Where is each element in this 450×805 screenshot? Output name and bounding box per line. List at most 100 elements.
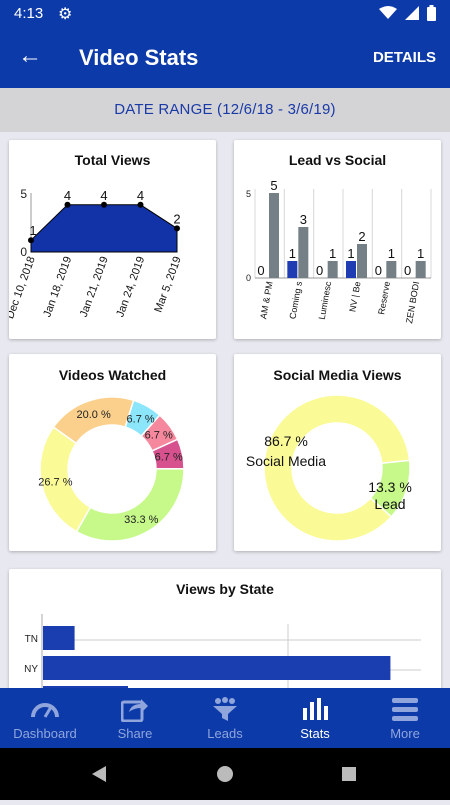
date-range-selector[interactable]: DATE RANGE (12/6/18 - 3/6/19) (0, 88, 450, 132)
menu-icon (392, 698, 418, 721)
data-label: 0 (316, 263, 323, 278)
gauge-icon (31, 703, 59, 718)
details-button[interactable]: DETAILS (372, 49, 436, 66)
y-tick-label: 0 (246, 273, 251, 283)
bar (327, 261, 338, 278)
social-media-views-card: Social Media Views 86.7 % Social Media 13.… (234, 354, 441, 551)
data-label: 0 (375, 263, 382, 278)
y-tick-label: 0 (20, 245, 27, 259)
y-tick-label: 5 (20, 187, 27, 201)
x-tick-label: Luminesc (317, 280, 334, 320)
data-label: 1 (417, 246, 424, 261)
total-views-card: Total Views 5 0 1 Dec 10, 2018 4 Jan 18, 2019… (9, 140, 216, 339)
card-title: Lead vs Social (288, 152, 387, 168)
bar (298, 227, 309, 278)
data-point (101, 201, 107, 208)
views-by-state-chart: TN NY (24, 614, 421, 699)
app-bar: ← Video Stats DETAILS (0, 28, 450, 88)
data-label: 0 (257, 263, 264, 278)
x-tick-label: Mar 5, 2019 (152, 255, 183, 314)
nav-item-share[interactable]: Share (90, 688, 180, 748)
data-point (64, 201, 71, 208)
home-circle-icon[interactable] (217, 766, 233, 782)
data-point (28, 237, 34, 244)
data-label: 4 (100, 188, 107, 203)
data-label: 5 (270, 178, 277, 193)
y-tick-label: TN (25, 634, 38, 645)
nav-label: Dashboard (13, 726, 77, 741)
videos-watched-chart: 20.0 % 6.7 % 6.7 % 6.7 % 33.3 % 26.7 % (38, 396, 185, 542)
data-label: 2 (358, 229, 365, 244)
nav-label: Share (117, 726, 153, 741)
card-title: Views by State (176, 581, 274, 597)
wifi-icon (379, 6, 397, 19)
pie-slice (39, 426, 92, 533)
data-label: 0 (404, 263, 411, 278)
data-point (174, 225, 180, 232)
x-tick-label: NV | Be (347, 281, 362, 313)
data-label: 3 (300, 212, 307, 227)
data-label: 1 (388, 246, 395, 261)
signal-icon (405, 6, 419, 20)
back-triangle-icon[interactable] (92, 766, 106, 782)
data-label: 4 (137, 188, 144, 203)
slice-label: 86.7 % (264, 433, 308, 449)
social-media-views-chart: 86.7 % Social Media 13.3 %Lead (246, 394, 412, 542)
x-tick-label: Jan 18, 2019 (41, 255, 74, 319)
data-label: 1 (329, 246, 336, 261)
views-by-state-card: Views by State TN NY (9, 569, 441, 699)
y-tick-label: 5 (246, 189, 251, 199)
lead-vs-social-card: Lead vs Social 5 0 0 5 AM & PM 1 3 Coming s 0 1 Lu… (234, 140, 441, 339)
x-tick-label: Coming s (288, 280, 305, 320)
total-views-chart: 5 01 Dec 10, 2018 4 Jan 18, 2019 4 Jan 21, 201… (9, 187, 184, 321)
slice-name: Social Media (246, 453, 326, 469)
funnel-people-icon (213, 697, 237, 721)
videos-watched-card: Videos Watched 20.0 % 6.7 % 6.7 % 6.7 % 33.3… (9, 354, 216, 551)
card-title: Total Views (74, 152, 151, 168)
pie-slice (369, 459, 411, 518)
nav-item-leads[interactable]: Leads (180, 688, 270, 748)
data-label: 1 (289, 246, 296, 261)
status-bar: 4:13 ⚙ (0, 0, 450, 28)
data-label: 1 (29, 223, 36, 238)
card-title: Videos Watched (58, 367, 167, 383)
data-label: 1 (347, 246, 354, 261)
slice-label: 6.7 % (127, 414, 155, 426)
bar (346, 261, 356, 278)
bar (269, 193, 279, 278)
gear-icon: ⚙ (58, 6, 73, 23)
slice-label: 6.7 % (155, 452, 183, 464)
bottom-navigation: Dashboard Share Leads Stats More (0, 688, 450, 748)
nav-item-more[interactable]: More (360, 688, 450, 748)
nav-item-dashboard[interactable]: Dashboard (0, 688, 90, 748)
slice-label: 33.3 % (124, 514, 158, 526)
data-point (137, 201, 144, 208)
bar (415, 261, 426, 278)
bar-chart-icon (303, 698, 328, 720)
nav-label: Leads (207, 726, 243, 741)
nav-item-stats[interactable]: Stats (270, 688, 360, 748)
data-label: 2 (173, 211, 180, 226)
x-tick-label: Reserve (376, 281, 392, 316)
slice-label: 26.7 % (38, 476, 72, 488)
slice-name: Lead (374, 496, 405, 512)
page-title: Video Stats (79, 45, 199, 70)
bar (43, 626, 75, 650)
card-title: Social Media Views (273, 367, 402, 383)
nav-label: Stats (300, 726, 330, 741)
x-tick-label: ZEN BODI (404, 281, 421, 325)
status-time: 4:13 (14, 5, 44, 22)
bar (43, 656, 391, 680)
x-tick-label: AM & PM (258, 281, 274, 320)
slice-label: 6.7 % (145, 430, 173, 442)
pie-slice (75, 467, 185, 542)
back-arrow-icon[interactable]: ← (18, 42, 42, 69)
recents-square-icon[interactable] (342, 767, 356, 781)
share-icon (121, 699, 148, 722)
slice-label: 20.0 % (77, 409, 111, 421)
bar (287, 261, 298, 278)
y-tick-label: NY (24, 664, 38, 675)
system-navigation-bar (0, 748, 450, 800)
area-series (30, 204, 178, 253)
